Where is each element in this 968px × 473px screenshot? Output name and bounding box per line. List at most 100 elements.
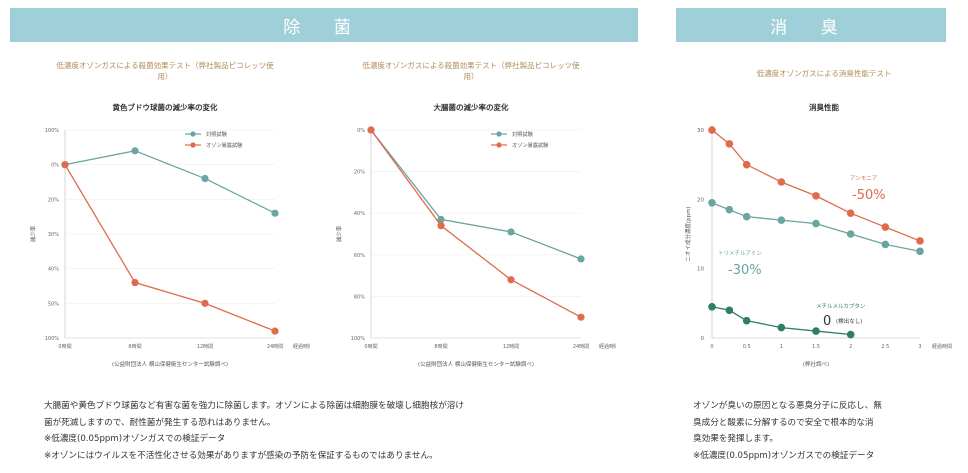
legend-marker: [496, 131, 502, 137]
legend-marker: [190, 142, 196, 148]
text-line: ※低濃度(0.05ppm)オゾンガスでの検証データ: [693, 450, 875, 461]
x-tick-label: 0時間: [364, 344, 377, 350]
y-tick-label: 40%: [48, 267, 59, 273]
y-tick-label: 0: [701, 336, 705, 342]
x-axis-suffix: 経過時間: [932, 343, 952, 350]
data-point: [881, 240, 890, 249]
text-line: ※低濃度(0.05ppm)オゾンガスでの検証データ: [44, 434, 226, 444]
deodorization-description: オゾンが臭いの原因となる悪臭分子に反応し、無 臭成分と酸素に分解するので安全で根…: [693, 398, 882, 464]
data-point: [131, 278, 139, 287]
data-point: [367, 126, 375, 134]
series-line-0: [370, 129, 582, 260]
data-point: [577, 313, 585, 321]
x-tick-label: 12時間: [197, 344, 213, 350]
data-point: [61, 161, 69, 169]
line-chart-staph: 100% 0% 20% 30% 40% 50% 100% 0時間 8時間 12時間 24時間 経過時間…: [29, 128, 310, 368]
x-tick-label: 12時間: [503, 344, 519, 350]
y-tick-label: 20%: [354, 170, 365, 176]
y-tick-label: 30%: [48, 232, 59, 238]
data-point: [708, 303, 716, 311]
y-tick-label: 20%: [48, 197, 59, 203]
data-point: [777, 216, 786, 224]
annotation-value: -30%: [728, 263, 762, 278]
y-tick-label: 20: [697, 197, 704, 203]
text-line: 菌が死滅しますので、耐性菌が発生する恐れはありません。: [44, 417, 276, 428]
x-axis-suffix: 経過時間: [599, 343, 616, 350]
data-point: [812, 192, 820, 200]
data-point: [916, 247, 924, 256]
data-point: [507, 228, 515, 236]
sterilization-description: 大腸菌や黄色ブドウ球菌など有害な菌を強力に除菌します。オゾンによる除菌は細胞膜を…: [44, 398, 464, 464]
annotation-label: メチルメルカプタン: [816, 302, 866, 310]
x-axis-label: (公益財団法人 横山保健衛生センター試験調べ): [418, 360, 534, 368]
section-banner-deodorization: 消 臭: [676, 8, 946, 42]
data-point: [725, 205, 734, 214]
x-tick-label: 2: [849, 344, 852, 350]
data-point: [271, 209, 279, 217]
chart-title: 低濃度オゾンガスによる殺菌効果テスト（弊社製品ピコレッツ使用）: [56, 61, 274, 81]
annotation-label: トリメチルアミン: [718, 250, 762, 257]
text-line: 臭成分と酸素に分解するので安全で根本的な消: [693, 417, 874, 428]
legend-label: オゾン暴露試験: [512, 141, 549, 149]
annotation-value: 0: [823, 314, 831, 329]
text-line: 大腸菌や黄色ブドウ球菌など有害な菌を強力に除菌します。オゾンによる除菌は細胞膜を…: [44, 401, 464, 411]
legend-marker: [496, 142, 502, 148]
data-point: [777, 178, 786, 186]
x-tick-label: 0時間: [58, 344, 71, 350]
data-point: [437, 215, 445, 224]
y-axis-label: 減少率: [29, 225, 37, 242]
text-line: ※オゾンにはウイルスを不活性化させる効果がありますが感染の予防を保証するものでは…: [44, 450, 438, 461]
y-tick-label: 100%: [45, 336, 60, 342]
y-tick-label: 50%: [48, 301, 59, 307]
series-line-0: [64, 150, 276, 214]
data-point: [201, 299, 209, 307]
data-point: [812, 327, 820, 335]
y-tick-label: 40%: [354, 211, 365, 217]
data-point: [507, 276, 515, 284]
data-point: [131, 147, 139, 155]
y-tick-label: 100%: [45, 128, 60, 134]
data-point: [777, 323, 786, 332]
annotation-note: (検出なし): [836, 317, 862, 325]
x-axis-label: (弊社調べ): [803, 360, 829, 368]
data-point: [725, 140, 734, 148]
data-point: [742, 160, 751, 169]
series-line-1: [370, 129, 582, 318]
annotation-label: アンモニア: [850, 175, 878, 182]
x-tick-label: 1: [780, 344, 783, 350]
y-tick-label: 80%: [354, 294, 365, 300]
x-tick-label: 3: [918, 344, 921, 350]
x-tick-label: 24時間: [267, 344, 283, 350]
data-point: [437, 222, 445, 230]
y-tick-label: 0%: [51, 163, 59, 169]
data-point: [742, 316, 751, 325]
x-tick-label: 8時間: [128, 344, 141, 350]
legend-label: 対照試験: [512, 130, 534, 138]
x-tick-label: 8時間: [434, 344, 447, 350]
series-line-1: [64, 164, 276, 332]
x-tick-label: 1.5: [812, 344, 820, 350]
x-tick-label: 0: [710, 344, 713, 350]
chart-panel-staph: 低濃度オゾンガスによる殺菌効果テスト（弊社製品ピコレッツ使用） 黄色ブドウ球菌の…: [20, 52, 310, 382]
data-point: [881, 223, 890, 231]
chart-subtitle: 黄色ブドウ球菌の減少率の変化: [112, 103, 218, 112]
y-tick-label: 60%: [354, 253, 365, 259]
text-line: 臭効果を発揮します。: [693, 434, 779, 444]
annotation-value: -50%: [852, 188, 886, 203]
data-point: [846, 330, 855, 339]
data-point: [271, 327, 279, 335]
y-tick-label: 10: [697, 267, 704, 273]
data-point: [725, 306, 734, 315]
chart-panel-odor: 低濃度オゾンガスによる消臭性能テスト 消臭性能 30 20 10 0 0 0.5 1 1.5 2…: [680, 52, 968, 382]
text-line: オゾンが臭いの原因となる悪臭分子に反応し、無: [693, 401, 882, 411]
chart-panel-ecoli: 低濃度オゾンガスによる殺菌効果テスト（弊社製品ピコレッツ使用） 大腸菌の減少率の…: [326, 52, 616, 382]
data-point: [916, 237, 924, 245]
line-chart-ecoli: 0% 20% 40% 60% 80% 100% 0時間 8時間 12時間 24時間 経過時間 (公益財…: [335, 126, 616, 368]
chart-subtitle: 消臭性能: [809, 103, 839, 112]
data-point: [846, 209, 855, 217]
legend-label: オゾン暴露試験: [206, 141, 243, 149]
data-point: [846, 230, 855, 238]
section-banner-sterilization: 除 菌: [10, 8, 638, 42]
data-point: [577, 255, 585, 263]
